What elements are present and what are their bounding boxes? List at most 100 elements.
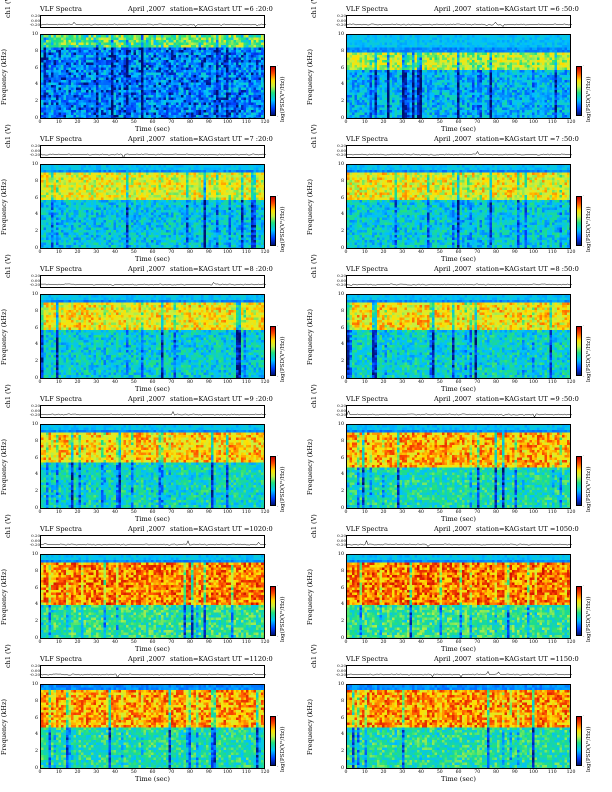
- spectrogram-cell: [141, 77, 144, 81]
- spectrogram-cell: [88, 117, 92, 118]
- spectrogram-cell: [58, 85, 62, 88]
- spectrogram-cell: [203, 70, 207, 73]
- spectrogram-cell: [439, 45, 443, 48]
- spectrogram-cell: [103, 40, 107, 43]
- spectrogram-cell: [454, 82, 458, 86]
- spectrogram-cell: [51, 45, 54, 48]
- spectrogram-cell: [241, 67, 244, 71]
- spectrogram-cell: [46, 62, 49, 66]
- spectrogram-cell: [111, 65, 114, 68]
- spectrogram-cell: [419, 70, 423, 73]
- spectrogram-cell: [482, 45, 485, 48]
- spectrogram-cell: [243, 75, 247, 78]
- spectrogram-cell: [118, 57, 122, 61]
- spectrogram-cell: [203, 115, 207, 118]
- spectrogram-cell: [141, 50, 144, 53]
- spectrogram-cell: [161, 97, 164, 101]
- spectrogram-cell: [191, 35, 194, 38]
- spectrogram-cell: [203, 85, 207, 88]
- spectrogram-cell: [206, 95, 209, 98]
- spectrogram-cell: [58, 95, 62, 98]
- spectrogram-cell: [48, 92, 52, 96]
- spectrogram-cell: [552, 45, 555, 48]
- spectrogram-cell: [153, 50, 157, 53]
- spectrogram-cell: [382, 42, 385, 46]
- spectrogram-cell: [514, 50, 518, 53]
- spectrogram-cell: [181, 117, 184, 118]
- spectrogram-cell: [251, 107, 254, 111]
- spectrogram-cell: [238, 65, 242, 68]
- spectrogram-cell: [261, 77, 264, 81]
- spectrogram-cell: [138, 87, 142, 91]
- spectrogram-cell: [243, 65, 247, 68]
- spectrogram-cell: [246, 35, 249, 38]
- spectrogram-cell: [46, 75, 49, 78]
- spectrogram-cell: [467, 50, 470, 53]
- spectrogram-cell: [208, 40, 212, 43]
- spectrogram-cell: [482, 40, 485, 43]
- spectrogram-cell: [218, 47, 222, 51]
- spectrogram-cell: [354, 62, 358, 66]
- spectrogram-cell: [166, 100, 169, 103]
- spectrogram-cell: [414, 82, 418, 86]
- spectrogram-cell: [354, 75, 358, 78]
- spectrogram-cell: [148, 117, 152, 118]
- spectrogram-cell: [231, 50, 234, 53]
- spectrogram-cell: [136, 37, 139, 41]
- spectrogram-cell: [519, 67, 523, 71]
- spectrogram-cell: [198, 57, 202, 61]
- spectrogram-cell: [126, 40, 129, 43]
- spectrogram-cell: [399, 75, 403, 78]
- spectrogram-cell: [354, 37, 358, 41]
- spectrogram-cell: [228, 67, 232, 71]
- spectrogram-cell: [111, 75, 114, 78]
- spectrogram-cell: [424, 55, 428, 58]
- spectrogram-cell: [158, 82, 162, 86]
- spectrogram-cell: [226, 45, 229, 48]
- spectrogram-cell: [379, 35, 383, 38]
- spectrogram-panel-2: VLF Spectra April ,2007 station=KAG star…: [306, 0, 596, 133]
- spectrogram-cell: [243, 80, 247, 83]
- spectrogram-cell: [492, 82, 495, 86]
- spectrogram-cell: [151, 47, 154, 51]
- spectrogram-cell: [459, 60, 463, 63]
- spectrogram-cell: [567, 50, 570, 53]
- spectrogram-cell: [76, 95, 79, 98]
- spectrogram-cell: [449, 47, 453, 51]
- spectrogram-cell: [221, 107, 224, 111]
- spectrogram-cell: [66, 52, 69, 56]
- spectrogram-cell: [399, 82, 403, 86]
- spectrogram-cell: [168, 65, 172, 68]
- spectrogram-cell: [101, 90, 104, 93]
- spectrogram-cell: [221, 55, 224, 58]
- spectrogram-cell: [567, 67, 570, 71]
- spectrogram-cell: [138, 40, 142, 43]
- spectrogram-cell: [131, 52, 134, 56]
- spectrogram-cell: [213, 97, 217, 101]
- spectrogram-cell: [176, 65, 179, 68]
- spectrogram-cell: [53, 80, 57, 83]
- spectrogram-cell: [61, 65, 64, 68]
- spectrogram-cell: [98, 50, 102, 53]
- spectrogram-cell: [409, 62, 413, 66]
- spectrogram-cell: [482, 52, 485, 56]
- spectrogram-cell: [91, 50, 94, 53]
- spectrogram-cell: [379, 62, 383, 66]
- spectrogram-cell: [161, 115, 164, 118]
- spectrogram-cell: [256, 65, 259, 68]
- spectrogram-cell: [58, 40, 62, 43]
- spectrogram-cell: [223, 82, 227, 86]
- spectrogram-cell: [462, 75, 465, 78]
- spectrogram-cell: [226, 50, 229, 53]
- spectrogram-cell: [68, 42, 72, 46]
- spectrogram-cell: [181, 110, 184, 113]
- spectrogram-cell: [158, 102, 162, 106]
- spectrogram-cell: [233, 95, 237, 98]
- spectrogram-cell: [73, 72, 77, 76]
- spectrogram-cell: [392, 72, 395, 76]
- spectrogram-cell: [228, 117, 232, 118]
- spectrogram-cell: [534, 60, 538, 63]
- spectrogram-cell: [517, 60, 520, 63]
- spectrogram-cell: [407, 35, 410, 38]
- spectrogram-cell: [251, 102, 254, 106]
